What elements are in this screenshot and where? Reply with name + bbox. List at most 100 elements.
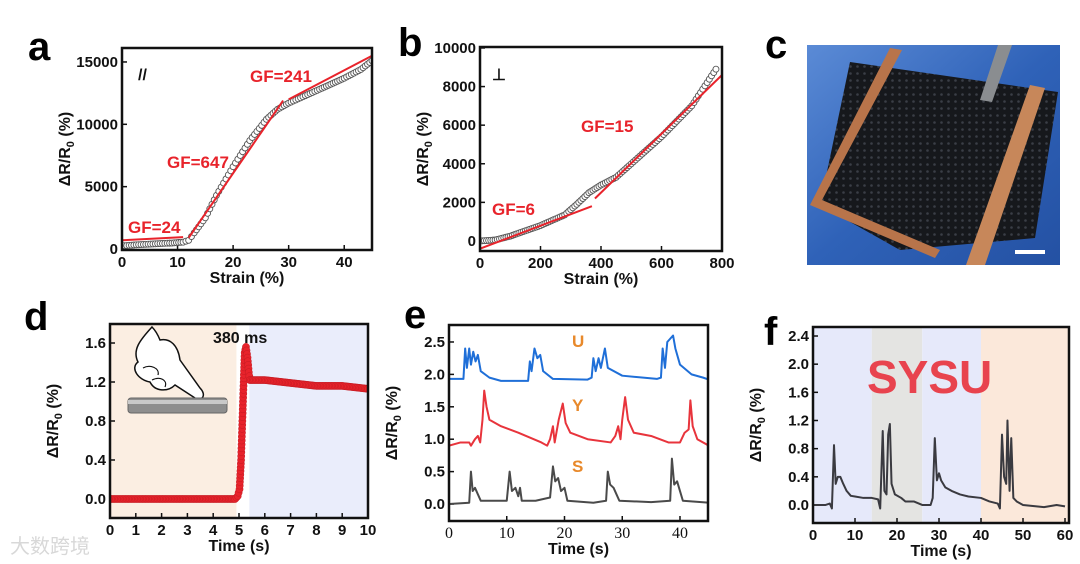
x-tick-label: 3 xyxy=(183,522,191,539)
y-tick-label: 4000 xyxy=(443,156,476,173)
y-tick-label: 15000 xyxy=(76,54,118,71)
x-tick-label: 30 xyxy=(614,525,630,542)
y-axis-label: ΔR/R0 (%) xyxy=(415,112,435,187)
plot-area xyxy=(480,65,722,250)
data-point xyxy=(712,65,720,73)
y-axis-label-unit: (%) xyxy=(384,386,401,415)
x-axis-label: Time (s) xyxy=(208,538,269,555)
series-line-S xyxy=(449,457,708,506)
panel-letter-f: f xyxy=(764,310,778,354)
plot-frame xyxy=(108,322,370,520)
y-tick-label: 2000 xyxy=(443,194,476,211)
copper-strip-left xyxy=(810,48,940,258)
y-tick-label: 2.0 xyxy=(788,356,809,373)
y-tick-label: 1.2 xyxy=(788,412,809,429)
y-tick-label: 1.2 xyxy=(85,374,106,391)
fit-line xyxy=(122,236,184,242)
x-tick-label: 8 xyxy=(312,522,320,539)
panel-letter-e: e xyxy=(404,293,426,337)
y-axis-label-main: ΔR/R xyxy=(57,147,74,187)
plot-area xyxy=(449,334,708,506)
x-axis-label: Time (s) xyxy=(548,541,609,558)
plot-frame xyxy=(120,46,374,252)
fit-line xyxy=(594,74,722,200)
y-axis-label: ΔR/R0 (%) xyxy=(57,112,77,187)
y-tick-label: 10000 xyxy=(434,40,476,57)
panel-e: e 0 10 20 30 40 0.0 0.5 1.0 1.5 2.0 2.5 Time (s) ΔR/R… xyxy=(384,293,710,558)
x-tick-label: 60 xyxy=(1057,527,1074,544)
x-tick-label: 6 xyxy=(261,522,269,539)
gf-label: GF=647 xyxy=(167,153,229,172)
x-tick-label: 5 xyxy=(235,522,243,539)
gf-label: GF=6 xyxy=(492,200,535,219)
y-axis-label-unit: (%) xyxy=(57,112,74,141)
x-tick-label: 2 xyxy=(157,522,165,539)
panel-letter-c: c xyxy=(765,23,787,67)
direction-label: // xyxy=(138,67,147,84)
y-tick-label: 0.8 xyxy=(788,441,809,458)
shaded-region xyxy=(981,327,1069,523)
panel-b: b0 200 400 600 8000200040006000800010000Stra… xyxy=(398,21,735,288)
y-axis-label-unit: (%) xyxy=(748,388,765,417)
series-label-y: Y xyxy=(572,396,584,415)
x-tick-label: 30 xyxy=(931,527,948,544)
y-axis-label: ΔR/R0 (%) xyxy=(384,386,404,461)
x-axis-label: Strain (%) xyxy=(564,271,639,288)
x-tick-label: 30 xyxy=(280,254,297,271)
x-tick-label: 10 xyxy=(169,254,186,271)
y-tick-label: 2.0 xyxy=(424,366,445,383)
series-line-Y xyxy=(449,389,708,447)
y-axis-label-main: ΔR/R xyxy=(45,419,62,459)
fit-line xyxy=(288,54,372,101)
plot-frame xyxy=(811,325,1071,525)
panel-f: f 0 10 20 30 40 50 60 0.0 0.4 0.8 1.2 1.6 2.0 2.4 Time … xyxy=(748,310,1073,560)
sysu-label: SYSU xyxy=(867,351,992,403)
y-tick-label: 2.5 xyxy=(424,334,445,351)
y-axis-label-main: ΔR/R xyxy=(748,423,765,463)
watermark-logo: 大数跨境 xyxy=(10,534,90,558)
y-tick-label: 0.4 xyxy=(85,452,107,469)
x-tick-label: 600 xyxy=(649,255,674,272)
y-axis-label-subscript: 0 xyxy=(423,141,435,147)
y-tick-label: 0.5 xyxy=(424,464,445,481)
plot-area xyxy=(122,54,372,250)
x-axis-label: Strain (%) xyxy=(210,270,285,287)
y-tick-label: 0.0 xyxy=(788,497,809,514)
gf-label: GF=24 xyxy=(128,218,181,237)
fit-line xyxy=(187,100,284,239)
x-tick-label: 10 xyxy=(847,527,864,544)
y-axis-label-subscript: 0 xyxy=(65,141,77,147)
y-axis-label-subscript: 0 xyxy=(53,413,65,419)
x-tick-label: 1 xyxy=(132,522,140,539)
y-tick-label: 0 xyxy=(468,233,476,250)
y-tick-label: 1.6 xyxy=(788,384,809,401)
y-tick-label: 1.5 xyxy=(424,399,445,416)
x-tick-label: 800 xyxy=(709,255,734,272)
shaded-region xyxy=(813,327,872,523)
y-tick-label: 8000 xyxy=(443,79,476,96)
x-tick-label: 0 xyxy=(445,525,453,542)
y-axis-label: ΔR/R0 (%) xyxy=(748,388,768,463)
x-tick-label: 400 xyxy=(588,255,613,272)
plot-area xyxy=(110,343,368,503)
x-tick-label: 0 xyxy=(476,255,484,272)
x-tick-label: 20 xyxy=(225,254,242,271)
y-axis-label-main: ΔR/R xyxy=(384,421,401,461)
y-tick-label: 0 xyxy=(110,241,118,258)
x-tick-label: 0 xyxy=(118,254,126,271)
y-tick-label: 0.8 xyxy=(85,413,106,430)
plot-frame xyxy=(478,45,724,253)
shaded-region xyxy=(249,324,368,518)
y-axis-label-unit: (%) xyxy=(415,112,432,141)
panel-letter-b: b xyxy=(398,21,422,65)
y-tick-label: 1.6 xyxy=(85,335,106,352)
y-tick-label: 10000 xyxy=(76,116,118,133)
x-tick-label: 9 xyxy=(338,522,346,539)
x-tick-label: 10 xyxy=(360,522,377,539)
panel-c: c xyxy=(765,23,1060,265)
y-tick-label: 0.0 xyxy=(85,491,106,508)
gf-label: GF=15 xyxy=(581,117,633,136)
gf-label: GF=241 xyxy=(250,67,312,86)
